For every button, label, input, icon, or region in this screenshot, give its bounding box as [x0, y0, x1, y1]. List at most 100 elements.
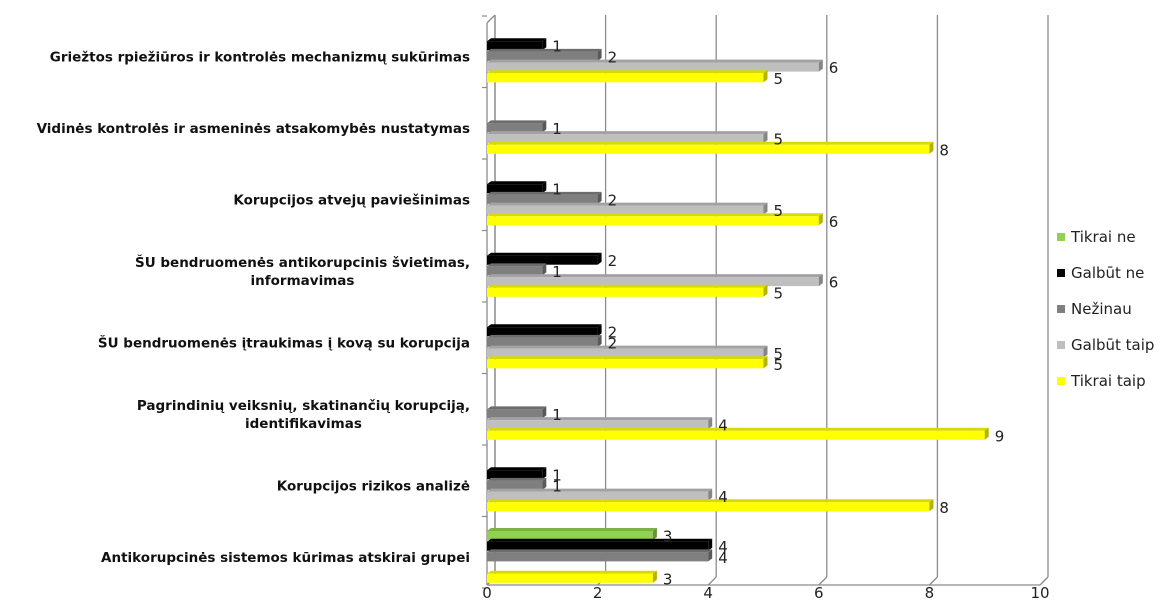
category-label: Griežtos rpiežiūros ir kontrolės mechani…	[50, 49, 470, 65]
bar-front-face	[487, 430, 985, 440]
bar	[487, 499, 934, 512]
bar-end-face	[542, 406, 547, 419]
bar-front-face	[487, 470, 543, 480]
legend-item: Nežinau	[1057, 300, 1132, 318]
bar-front-face	[487, 327, 598, 337]
bars	[487, 38, 989, 583]
bar-front-face	[487, 51, 598, 61]
floor-gridline	[707, 576, 717, 586]
bar	[487, 191, 602, 204]
bar-top-face	[487, 70, 768, 74]
bar-end-face	[818, 59, 823, 72]
bar-front-face	[487, 531, 653, 540]
bar-end-face	[542, 477, 547, 490]
bar-top-face	[487, 467, 547, 471]
bar-top-face	[487, 131, 768, 135]
bar-top-face	[487, 213, 823, 217]
data-label: 2	[608, 324, 618, 342]
bar-front-face	[487, 123, 543, 133]
bar-top-face	[487, 570, 657, 574]
x-tick-labels: 0 2 4 6 8 10	[482, 584, 1049, 600]
bar-front-face	[487, 502, 930, 512]
bar	[487, 345, 768, 358]
bar	[487, 70, 768, 83]
data-label: 6	[829, 59, 839, 77]
bar-top-face	[487, 181, 547, 185]
bar	[487, 356, 768, 369]
bar-front-face	[487, 41, 543, 51]
bar	[487, 324, 602, 337]
data-label: 2	[608, 334, 618, 352]
data-label: 4	[718, 549, 728, 567]
bar-end-face	[597, 252, 602, 265]
legend-item: Tikrai ne	[1057, 228, 1136, 246]
bar-top-face	[487, 141, 934, 145]
category-label: Korupcijos rizikos analizė	[277, 478, 470, 494]
bar	[487, 477, 547, 490]
data-label: 4	[718, 538, 728, 556]
data-label: 2	[608, 191, 618, 209]
bar-end-face	[652, 570, 657, 583]
bar-front-face	[487, 134, 764, 144]
bar-front-face	[487, 480, 543, 490]
bar-end-face	[708, 417, 713, 430]
bar-top-face	[487, 191, 602, 195]
bar	[487, 467, 547, 480]
bar	[487, 528, 657, 540]
bar-top-face	[487, 549, 713, 553]
bar-top-face	[487, 324, 602, 328]
category-label-line: Pagrindinių veiksnių, skatinančių korupc…	[137, 398, 470, 414]
category-label: ŠU bendruomenės antikorupcinis švietimas…	[135, 253, 470, 289]
bar-end-face	[929, 141, 934, 154]
bar-end-face	[818, 213, 823, 226]
bar-end-face	[763, 70, 768, 83]
bar	[487, 538, 713, 551]
legend-item: Galbūt taip	[1057, 336, 1154, 354]
bar-front-face	[487, 573, 653, 583]
category-label: Vidinės kontrolės ir asmeninės atsakomyb…	[37, 121, 470, 137]
data-label: 9	[995, 427, 1005, 445]
legend-swatch	[1057, 269, 1065, 277]
data-label: 1	[552, 120, 562, 138]
category-label-line: informavimas	[251, 273, 355, 289]
data-label: 5	[774, 284, 784, 302]
bar-top-face	[487, 59, 823, 63]
legend-label: Galbūt ne	[1071, 264, 1144, 282]
bar-top-face	[487, 202, 768, 206]
bar	[487, 274, 823, 287]
bar-top-face	[487, 538, 713, 542]
data-label: 5	[774, 345, 784, 363]
bar-end-face	[597, 191, 602, 204]
category-labels: Griežtos rpiežiūros ir kontrolės mechani…	[37, 49, 470, 566]
bar-end-face	[763, 356, 768, 369]
legend-label: Tikrai ne	[1070, 228, 1136, 246]
bar	[487, 120, 547, 133]
x-tick-label: 2	[593, 584, 603, 600]
data-label: 3	[663, 570, 673, 588]
bar-front-face	[487, 541, 709, 551]
bar	[487, 549, 713, 562]
data-label: 8	[939, 499, 949, 517]
bar-front-face	[487, 73, 764, 83]
bar-end-face	[542, 120, 547, 133]
bar-end-face	[929, 499, 934, 512]
bar	[487, 427, 989, 440]
bar-end-face	[763, 284, 768, 297]
data-label: 8	[939, 141, 949, 159]
legend-label: Nežinau	[1071, 300, 1132, 318]
bar-top-face	[487, 263, 547, 267]
data-label: 1	[552, 181, 562, 199]
legend-swatch	[1057, 233, 1065, 241]
bar-end-face	[542, 38, 547, 51]
bar	[487, 406, 547, 419]
bar	[487, 141, 934, 154]
bar-top-face	[487, 528, 657, 531]
data-label: 4	[718, 417, 728, 435]
bar-front-face	[487, 409, 543, 419]
bar	[487, 263, 547, 276]
floor-gridline	[1039, 576, 1049, 586]
bar-end-face	[763, 202, 768, 215]
data-label: 5	[774, 356, 784, 374]
bar	[487, 570, 657, 583]
